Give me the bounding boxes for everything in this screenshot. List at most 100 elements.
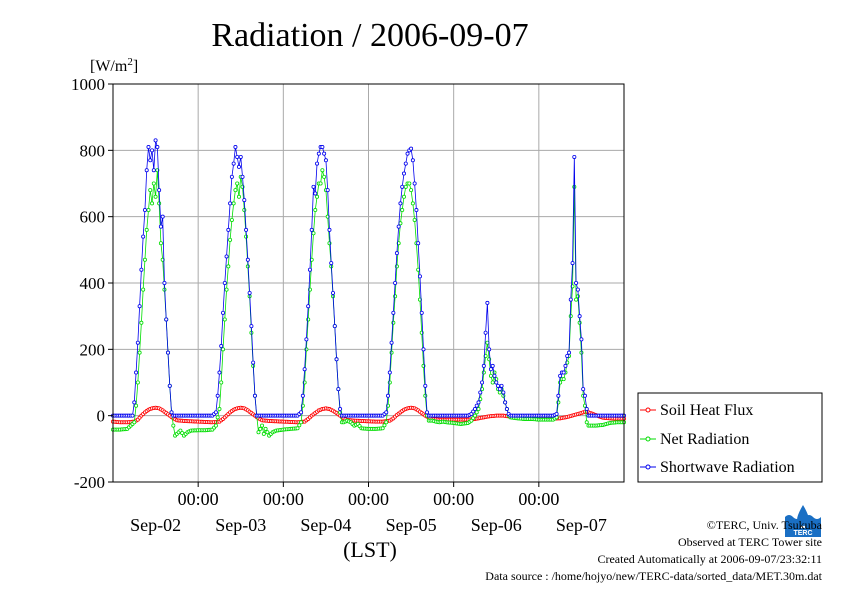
point-net-radiation-260 [572, 184, 577, 189]
point-net-radiation-252 [558, 380, 563, 385]
y-axis-unit: [W/m2] [90, 56, 138, 75]
y-tick-label-6: 1000 [71, 75, 105, 94]
x-axis-ticks: 00:00 00:00 00:00 00:00 00:00 Sep-02 Sep-03 Sep… [130, 482, 607, 535]
point-shortwave-radiation-30 [164, 317, 169, 322]
point-net-radiation-24 [153, 194, 158, 199]
point-shortwave-radiation-61 [219, 344, 224, 349]
point-net-radiation-66 [228, 237, 233, 242]
point-shortwave-radiation-22 [150, 148, 155, 153]
point-net-radiation-254 [561, 377, 566, 382]
point-net-radiation-163 [400, 208, 405, 213]
point-shortwave-radiation-75 [244, 227, 249, 232]
point-shortwave-radiation-13 [134, 370, 139, 375]
legend-item-net-radiation: Net Radiation [640, 431, 749, 448]
point-shortwave-radiation-122 [327, 227, 332, 232]
point-net-radiation-17 [141, 287, 146, 292]
point-shortwave-radiation-128 [338, 407, 343, 412]
point-net-radiation-157 [389, 350, 394, 355]
point-shortwave-radiation-62 [221, 310, 226, 315]
footer-site: Observed at TERC Tower site [677, 535, 822, 549]
point-net-radiation-63 [222, 317, 227, 322]
point-net-radiation-20 [146, 208, 151, 213]
point-shortwave-radiation-111 [307, 267, 312, 272]
chart-title: Radiation / 2006-09-07 [211, 17, 528, 54]
point-shortwave-radiation-172 [416, 241, 421, 246]
y-unit-superscript: 2 [127, 56, 133, 68]
point-shortwave-radiation-106 [299, 410, 304, 415]
point-shortwave-radiation-210 [483, 330, 488, 335]
point-shortwave-radiation-217 [496, 383, 501, 388]
legend: Soil Heat Flux Net Radiation Shortwave R… [637, 392, 823, 483]
point-shortwave-radiation-163 [400, 184, 405, 189]
point-shortwave-radiation-125 [332, 324, 337, 329]
legend-item-soil-heat-flux: Soil Heat Flux [640, 402, 753, 419]
point-shortwave-radiation-72 [238, 154, 243, 159]
legend-marker-net-radiation [645, 436, 651, 442]
point-shortwave-radiation-21 [148, 158, 153, 163]
point-net-radiation-114 [313, 208, 318, 213]
y-tick-label-4: 600 [80, 208, 106, 227]
point-shortwave-radiation-110 [306, 304, 311, 309]
point-shortwave-radiation-17 [141, 234, 146, 239]
point-shortwave-radiation-215 [492, 373, 497, 378]
point-shortwave-radiation-207 [478, 390, 483, 395]
y-tick-label-5: 800 [80, 141, 106, 160]
y-tick-label-1: 0 [97, 407, 106, 426]
point-shortwave-radiation-116 [316, 151, 321, 156]
point-shortwave-radiation-28 [160, 214, 165, 219]
point-shortwave-radiation-221 [503, 400, 508, 405]
y-tick-label-3: 400 [80, 274, 106, 293]
point-shortwave-radiation-251 [556, 393, 561, 398]
point-shortwave-radiation-69 [233, 145, 238, 150]
point-shortwave-radiation-205 [474, 403, 479, 408]
point-shortwave-radiation-26 [157, 188, 162, 193]
point-shortwave-radiation-118 [320, 145, 325, 150]
point-net-radiation-22 [150, 201, 155, 206]
point-shortwave-radiation-123 [329, 261, 334, 266]
point-net-radiation-34 [171, 423, 176, 428]
x-date-label-1: Sep-03 [215, 515, 266, 535]
point-shortwave-radiation-29 [162, 280, 167, 285]
point-shortwave-radiation-156 [387, 370, 392, 375]
y-tick-label-0: -200 [74, 473, 105, 492]
point-shortwave-radiation-176 [423, 383, 428, 388]
terc-water-drop-logo-icon: TERC [785, 505, 821, 537]
point-net-radiation-113 [311, 231, 316, 236]
point-shortwave-radiation-264 [579, 337, 584, 342]
point-shortwave-radiation-212 [487, 347, 492, 352]
point-shortwave-radiation-113 [311, 184, 316, 189]
point-shortwave-radiation-250 [554, 412, 559, 417]
x-time-label-4: 00:00 [518, 489, 559, 509]
point-shortwave-radiation-67 [229, 174, 234, 179]
point-net-radiation-218 [497, 390, 502, 395]
point-net-radiation-169 [410, 201, 415, 206]
point-net-radiation-21 [148, 188, 153, 193]
point-shortwave-radiation-265 [581, 387, 586, 392]
point-net-radiation-204 [472, 413, 477, 418]
point-net-radiation-27 [158, 241, 163, 246]
point-shortwave-radiation-169 [410, 158, 415, 163]
legend-item-shortwave-radiation: Shortwave Radiation [640, 459, 795, 476]
point-shortwave-radiation-32 [167, 383, 172, 388]
point-shortwave-radiation-222 [504, 407, 509, 412]
point-shortwave-radiation-256 [565, 353, 570, 358]
footer-created: Created Automatically at 2006-09-07/23:3… [597, 552, 822, 566]
point-net-radiation-117 [318, 181, 323, 186]
point-shortwave-radiation-213 [488, 367, 493, 372]
y-unit-prefix: [W/m [90, 58, 128, 75]
point-shortwave-radiation-114 [313, 191, 318, 196]
point-shortwave-radiation-119 [322, 151, 327, 156]
point-shortwave-radiation-18 [142, 208, 147, 213]
point-shortwave-radiation-263 [577, 314, 582, 319]
point-net-radiation-83 [258, 426, 263, 431]
x-date-label-4: Sep-06 [471, 515, 522, 535]
footer-credit: ©TERC, Univ. Tsukuba [706, 518, 822, 532]
point-net-radiation-118 [320, 168, 325, 173]
point-net-radiation-68 [231, 201, 236, 206]
point-net-radiation-69 [233, 188, 238, 193]
point-shortwave-radiation-219 [499, 383, 504, 388]
point-net-radiation-206 [476, 407, 481, 412]
point-net-radiation-165 [403, 184, 408, 189]
x-axis-label: (LST) [343, 537, 397, 562]
point-shortwave-radiation-31 [165, 350, 170, 355]
